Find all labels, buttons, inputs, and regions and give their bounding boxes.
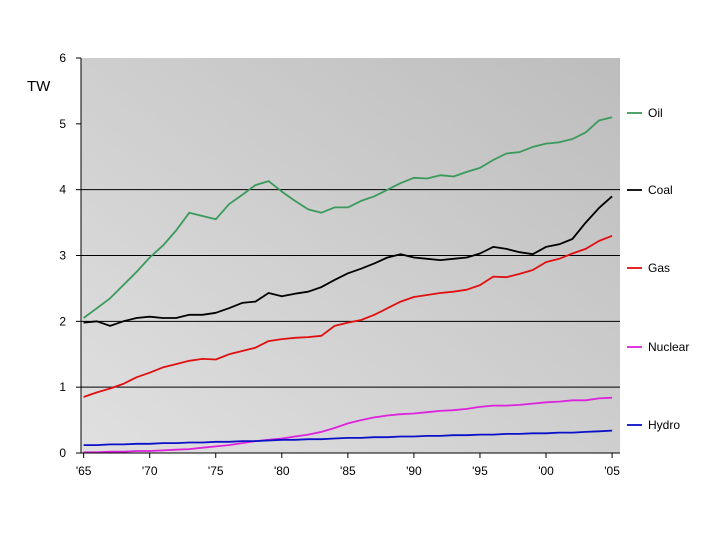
- series-line-hydro: [83, 429, 613, 447]
- legend-label-nuclear: Nuclear: [648, 340, 689, 354]
- x-tick-label: '75: [208, 464, 224, 478]
- x-tick-label: '80: [274, 464, 290, 478]
- x-tick-label: '70: [142, 464, 158, 478]
- legend-label-gas: Gas: [648, 261, 670, 275]
- x-tick-label: '05: [604, 464, 620, 478]
- series-line-oil: [83, 116, 613, 319]
- legend-label-hydro: Hydro: [648, 418, 680, 432]
- y-tick-label: 3: [59, 249, 66, 263]
- y-tick-label: 2: [59, 314, 66, 328]
- series-lines: [83, 116, 613, 454]
- y-tick-label: 0: [59, 446, 66, 460]
- x-tick-label: '85: [340, 464, 356, 478]
- legend: Oil Coal Gas Nuclear Hydro: [627, 106, 689, 432]
- y-tick-label: 5: [59, 117, 66, 131]
- series-line-coal: [83, 195, 613, 327]
- series-line-gas: [83, 234, 613, 398]
- x-tick-label: '95: [472, 464, 488, 478]
- x-tick-label: '90: [406, 464, 422, 478]
- x-tick-label: '65: [76, 464, 92, 478]
- series-line-nuclear: [83, 396, 613, 454]
- x-tick-label: '00: [538, 464, 554, 478]
- y-tick-label: 6: [59, 51, 66, 65]
- axes: 0 1 2 3 4 5 6 '65 '70 '75 '80 '85 '90 '95 '00 '05: [59, 51, 620, 478]
- y-unit-label: TW: [27, 78, 51, 95]
- y-tick-label: 1: [59, 380, 66, 394]
- legend-label-coal: Coal: [648, 183, 673, 197]
- y-tick-label: 4: [59, 183, 66, 197]
- legend-label-oil: Oil: [648, 106, 663, 120]
